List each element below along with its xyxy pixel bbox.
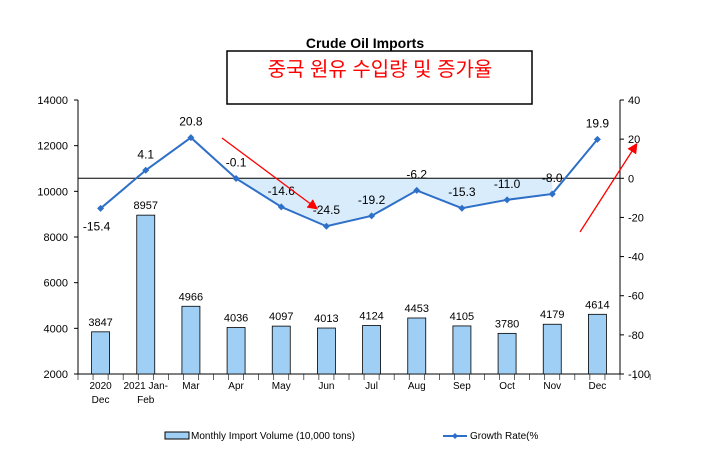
right-tick-label: -20	[628, 212, 644, 224]
legend-bar-swatch	[164, 431, 190, 440]
growth-point	[142, 166, 150, 174]
category-label: Jun	[318, 381, 334, 392]
bar	[271, 325, 291, 375]
bar-label: 4179	[540, 309, 564, 321]
category-label: Nov	[543, 381, 561, 392]
bar-label: 3847	[88, 317, 112, 329]
category-label: Jul	[365, 381, 378, 392]
category-label: Apr	[228, 381, 244, 392]
growth-point	[187, 134, 195, 142]
category-label: Feb	[137, 395, 155, 406]
bar	[452, 325, 472, 375]
growth-label: -11.0	[494, 177, 521, 191]
category-label: Mar	[182, 381, 200, 392]
bar-label: 4614	[585, 299, 609, 311]
left-tick-label: 2000	[44, 369, 68, 381]
right-tick-label: 40	[628, 95, 640, 107]
left-tick-label: 12000	[37, 141, 68, 153]
right-tick-label: 20	[628, 134, 640, 146]
right-tick-label: -40	[628, 252, 644, 264]
category-label: May	[272, 381, 291, 392]
legend-line-label: Growth Rate(%	[470, 431, 538, 442]
growth-label: 19.9	[586, 116, 610, 130]
growth-label: -24.5	[313, 203, 341, 217]
bar	[181, 305, 201, 375]
growth-label: -6.2	[406, 167, 427, 181]
category-label: Sep	[453, 381, 471, 392]
left-tick-label: 14000	[37, 95, 68, 107]
bar-label: 4097	[269, 311, 293, 323]
growth-label: 4.1	[137, 147, 154, 161]
category-label: Aug	[408, 381, 426, 392]
left-tick-label: 4000	[44, 323, 68, 335]
bar-label: 3780	[495, 318, 519, 330]
bar	[407, 317, 427, 375]
category-label: 2020	[89, 381, 112, 392]
bar-label: 8957	[134, 200, 158, 212]
category-label: Dec	[589, 381, 607, 392]
bar	[136, 214, 156, 375]
growth-point	[503, 196, 511, 204]
growth-label: 20.8	[179, 115, 203, 129]
growth-point	[97, 204, 105, 212]
bar	[317, 327, 336, 375]
bar	[362, 325, 381, 375]
growth-point	[413, 186, 421, 194]
bar	[588, 313, 607, 375]
growth-point	[232, 174, 240, 182]
bar-label: 4013	[314, 313, 338, 325]
bar-label: 4966	[179, 291, 203, 303]
bar-label: 4453	[405, 303, 429, 315]
bar	[497, 332, 517, 375]
chart-subtitle: 중국 원유 수입량 및 증가율	[268, 58, 493, 81]
left-tick-label: 8000	[44, 232, 68, 244]
legend-bar-label: Monthly Import Volume (10,000 tons)	[191, 431, 355, 442]
trend-arrow-up	[579, 142, 638, 233]
bar	[542, 323, 562, 375]
growth-label: -8.0	[542, 171, 563, 185]
growth-point	[368, 212, 376, 220]
growth-point	[322, 222, 330, 230]
right-tick-label: -60	[628, 291, 644, 303]
category-label: Dec	[92, 395, 110, 406]
legend-line-marker	[452, 433, 458, 439]
growth-point	[277, 203, 285, 211]
bar	[91, 331, 110, 375]
right-tick-label: -100	[628, 369, 650, 381]
chart-title: Crude Oil Imports	[306, 35, 424, 51]
growth-label: -19.2	[358, 193, 386, 207]
left-tick-label: 6000	[44, 278, 68, 290]
bar-label: 4036	[224, 313, 248, 325]
category-label: 2021 Jan-	[124, 381, 168, 392]
trend-arrow-down	[221, 137, 319, 210]
growth-point	[593, 135, 601, 143]
category-label: Oct	[499, 381, 515, 392]
growth-label: -15.3	[448, 185, 476, 199]
right-tick-label: 0	[628, 173, 634, 185]
growth-label: -0.1	[226, 155, 247, 169]
bar-label: 4124	[359, 311, 383, 323]
growth-point	[548, 190, 556, 198]
subtitle-box	[226, 50, 533, 105]
left-tick-label: 10000	[37, 186, 68, 198]
growth-label: -14.6	[268, 184, 296, 198]
growth-point	[458, 204, 466, 212]
bar	[226, 327, 246, 375]
growth-label: -15.4	[83, 219, 111, 233]
bar-label: 4105	[450, 311, 474, 323]
growth-line	[99, 136, 599, 228]
right-tick-label: -80	[628, 330, 644, 342]
